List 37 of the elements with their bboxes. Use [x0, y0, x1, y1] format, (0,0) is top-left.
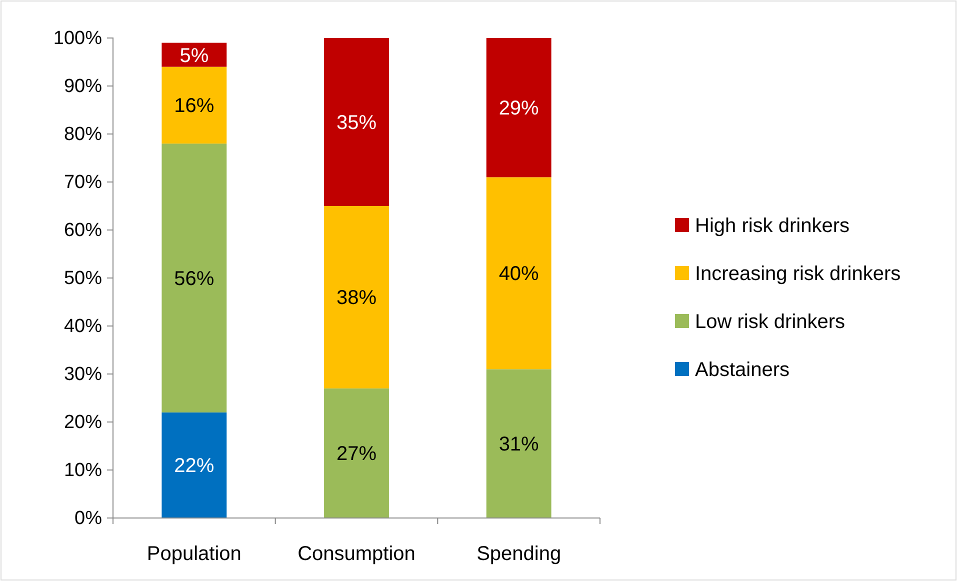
bar	[162, 144, 227, 412]
x-tick-label: Spending	[476, 543, 562, 565]
bar	[486, 177, 552, 370]
bar	[162, 412, 227, 518]
x-tick-label: Population	[146, 543, 242, 565]
y-tick-label: 90%	[64, 76, 102, 98]
legend-label: Low risk drinkers	[695, 311, 846, 333]
data-label: 5%	[180, 44, 209, 67]
data-label: 38%	[336, 287, 377, 310]
data-label: 31%	[498, 434, 540, 456]
data-label: 29%	[498, 98, 540, 120]
y-tick-label: 30%	[64, 364, 102, 386]
bar	[486, 38, 552, 178]
y-tick-label: 70%	[64, 172, 102, 194]
legend-label: Increasing risk drinkers	[695, 263, 901, 285]
bar	[324, 206, 389, 388]
y-tick-label: 50%	[64, 268, 102, 290]
x-tick-label: Consumption	[298, 543, 416, 565]
bar	[324, 388, 389, 518]
bar	[162, 66, 227, 144]
legend-label: Abstainers	[695, 359, 790, 381]
data-label: 16%	[174, 95, 214, 118]
data-label: 35%	[336, 112, 377, 134]
data-label: 22%	[174, 455, 214, 478]
bar	[486, 369, 552, 518]
y-tick-label: 0%	[74, 508, 102, 530]
y-tick-label: 40%	[64, 316, 102, 338]
y-tick-label: 100%	[53, 28, 102, 50]
y-tick-label: 80%	[64, 124, 102, 146]
y-tick-label: 20%	[64, 412, 102, 434]
legend-label: High risk drinkers	[695, 215, 850, 237]
data-label: 27%	[336, 443, 377, 466]
data-label: 56%	[174, 268, 214, 290]
y-tick-label: 10%	[64, 460, 102, 482]
bar	[324, 38, 389, 206]
data-label: 40%	[498, 263, 540, 286]
y-tick-label: 60%	[64, 220, 102, 242]
